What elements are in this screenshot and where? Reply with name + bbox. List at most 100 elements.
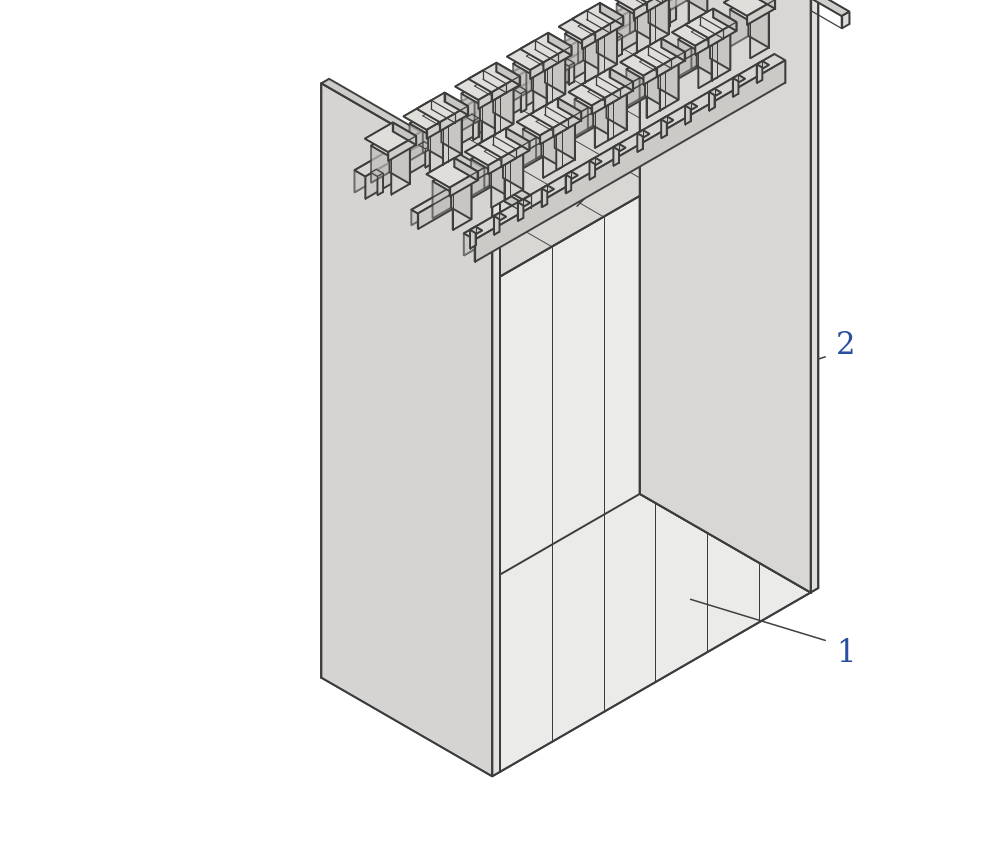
Polygon shape — [647, 0, 675, 13]
Polygon shape — [710, 22, 730, 71]
Polygon shape — [492, 178, 531, 200]
Polygon shape — [649, 0, 669, 35]
Polygon shape — [640, 0, 648, 495]
Polygon shape — [493, 136, 516, 159]
Polygon shape — [523, 119, 541, 167]
Polygon shape — [536, 112, 575, 134]
Polygon shape — [433, 171, 471, 194]
Polygon shape — [503, 142, 523, 190]
Polygon shape — [584, 24, 604, 73]
Polygon shape — [478, 84, 506, 110]
Polygon shape — [648, 47, 671, 69]
Polygon shape — [811, 0, 818, 593]
Polygon shape — [536, 112, 555, 160]
Polygon shape — [589, 159, 602, 165]
Polygon shape — [610, 69, 633, 91]
Polygon shape — [613, 145, 619, 166]
Polygon shape — [450, 172, 478, 197]
Polygon shape — [635, 0, 655, 43]
Polygon shape — [596, 77, 620, 99]
Polygon shape — [491, 160, 510, 209]
Polygon shape — [589, 159, 595, 181]
Polygon shape — [582, 25, 610, 50]
Polygon shape — [640, 0, 811, 593]
Polygon shape — [842, 13, 849, 30]
Polygon shape — [371, 170, 383, 177]
Polygon shape — [600, 4, 623, 26]
Polygon shape — [685, 103, 691, 125]
Polygon shape — [697, 30, 717, 78]
Polygon shape — [473, 119, 479, 141]
Polygon shape — [520, 34, 571, 63]
Polygon shape — [624, 0, 675, 3]
Polygon shape — [521, 91, 526, 113]
Polygon shape — [733, 76, 738, 98]
Polygon shape — [661, 117, 673, 125]
Polygon shape — [749, 0, 769, 49]
Polygon shape — [371, 136, 390, 183]
Polygon shape — [630, 0, 649, 34]
Polygon shape — [712, 33, 730, 82]
Polygon shape — [637, 6, 655, 54]
Polygon shape — [475, 76, 513, 99]
Polygon shape — [321, 80, 329, 678]
Polygon shape — [501, 142, 529, 167]
Polygon shape — [497, 105, 503, 127]
Polygon shape — [650, 0, 669, 46]
Polygon shape — [608, 93, 627, 142]
Polygon shape — [730, 0, 769, 22]
Polygon shape — [661, 117, 667, 139]
Polygon shape — [709, 90, 715, 112]
Polygon shape — [377, 174, 383, 196]
Polygon shape — [461, 84, 500, 106]
Polygon shape — [526, 46, 545, 94]
Polygon shape — [700, 17, 723, 39]
Polygon shape — [482, 96, 500, 143]
Polygon shape — [518, 200, 523, 222]
Polygon shape — [538, 73, 550, 81]
Polygon shape — [633, 39, 685, 69]
Polygon shape — [661, 39, 685, 61]
Polygon shape — [569, 64, 574, 86]
Polygon shape — [592, 90, 620, 115]
Polygon shape — [587, 12, 610, 34]
Polygon shape — [645, 60, 665, 108]
Polygon shape — [480, 84, 500, 132]
Polygon shape — [566, 172, 571, 194]
Polygon shape — [530, 55, 558, 80]
Polygon shape — [403, 102, 455, 131]
Polygon shape — [713, 9, 736, 32]
Polygon shape — [427, 114, 455, 140]
Polygon shape — [598, 28, 617, 76]
Polygon shape — [613, 145, 626, 152]
Polygon shape — [507, 42, 558, 71]
Polygon shape — [484, 142, 523, 164]
Polygon shape — [626, 60, 665, 82]
Polygon shape — [329, 179, 500, 772]
Polygon shape — [658, 52, 678, 101]
Polygon shape — [540, 120, 568, 145]
Polygon shape — [518, 200, 530, 207]
Polygon shape — [388, 136, 416, 162]
Polygon shape — [698, 41, 717, 90]
Polygon shape — [431, 102, 455, 124]
Polygon shape — [592, 50, 598, 72]
Polygon shape — [578, 16, 617, 39]
Polygon shape — [495, 88, 513, 136]
Polygon shape — [484, 142, 503, 189]
Polygon shape — [542, 186, 547, 208]
Polygon shape — [475, 61, 785, 263]
Polygon shape — [532, 54, 552, 102]
Polygon shape — [423, 106, 441, 154]
Polygon shape — [410, 113, 448, 136]
Polygon shape — [606, 82, 627, 131]
Polygon shape — [423, 106, 462, 129]
Polygon shape — [411, 32, 722, 226]
Polygon shape — [678, 30, 697, 78]
Polygon shape — [752, 0, 775, 9]
Polygon shape — [811, 0, 849, 17]
Polygon shape — [657, 5, 670, 12]
Polygon shape — [401, 160, 407, 183]
Polygon shape — [634, 19, 646, 26]
Polygon shape — [647, 71, 665, 119]
